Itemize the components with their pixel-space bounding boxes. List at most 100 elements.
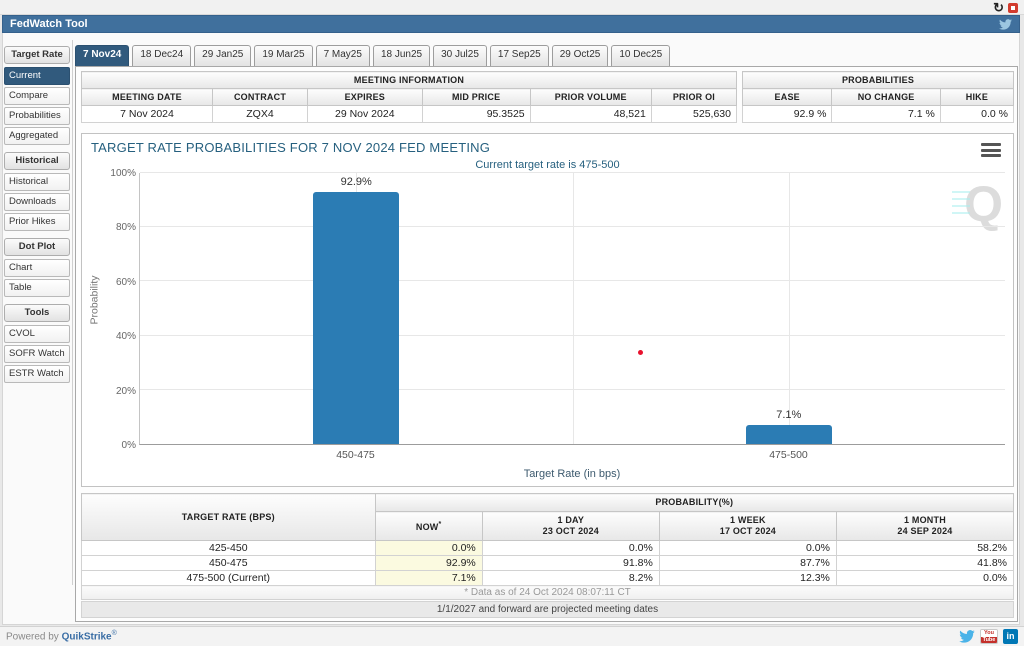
table-group-title-meeting-information: MEETING INFORMATION bbox=[81, 71, 737, 89]
table-group-title-probabilities: PROBABILITIES bbox=[742, 71, 1014, 89]
prob-cell: 8.2% bbox=[481, 570, 660, 586]
column-header-1-week: 1 WEEK 17 OCT 2024 bbox=[658, 511, 837, 541]
chart-subtitle: Current target rate is 475-500 bbox=[475, 159, 620, 171]
sidebar-group-header-tools[interactable]: Tools bbox=[4, 304, 70, 322]
browser-strip: ↻ bbox=[0, 0, 1024, 15]
social-links: You Tube in bbox=[959, 629, 1018, 644]
sidebar-item-chart[interactable]: Chart bbox=[4, 259, 70, 277]
tab-7-may25[interactable]: 7 May25 bbox=[315, 45, 370, 66]
cell-ease: 92.9 % bbox=[741, 105, 833, 123]
tab-30-jul25[interactable]: 30 Jul25 bbox=[433, 45, 487, 66]
sidebar-item-table[interactable]: Table bbox=[4, 279, 70, 297]
cell-mid-price: 95.3525 bbox=[421, 105, 531, 123]
row-header-target-rate: TARGET RATE (BPS) bbox=[81, 493, 376, 541]
prob-cell: 0.0% bbox=[481, 540, 660, 556]
prob-cell: 41.8% bbox=[835, 555, 1015, 571]
data-asof-footnote: * Data as of 24 Oct 2024 08:07:11 CT bbox=[81, 585, 1014, 600]
cell-no-change: 7.1 % bbox=[831, 105, 941, 123]
sidebar-group-header-historical[interactable]: Historical bbox=[4, 152, 70, 170]
column-header-ease: EASE bbox=[741, 88, 833, 106]
bar-value-label: 7.1% bbox=[776, 408, 802, 421]
column-header-expires: EXPIRES bbox=[306, 88, 423, 106]
sidebar-item-estr-watch[interactable]: ESTR Watch bbox=[4, 365, 70, 383]
column-header-1-month: 1 MONTH 24 SEP 2024 bbox=[835, 511, 1015, 541]
twitter-icon[interactable] bbox=[999, 18, 1012, 30]
sidebar-group-header-target-rate[interactable]: Target Rate bbox=[4, 46, 70, 64]
red-badge-icon[interactable] bbox=[1008, 2, 1018, 13]
cell-contract: ZQX4 bbox=[212, 105, 308, 123]
bar-value-label: 92.9% bbox=[340, 176, 372, 189]
sidebar-item-aggregated[interactable]: Aggregated bbox=[4, 127, 70, 145]
prob-cell: 0.0% bbox=[658, 540, 837, 556]
x-axis-title: Target Rate (in bps) bbox=[523, 468, 621, 480]
sidebar-item-current[interactable]: Current bbox=[4, 67, 70, 85]
tab-29-oct25[interactable]: 29 Oct25 bbox=[551, 45, 609, 66]
y-axis-ticks: 0% 20% 40% 60% 80% 100% bbox=[88, 168, 136, 451]
y-tick-label: 20% bbox=[115, 385, 136, 397]
column-header-meeting-date: MEETING DATE bbox=[81, 88, 213, 106]
youtube-icon[interactable]: You Tube bbox=[980, 629, 998, 644]
tab-19-mar25[interactable]: 19 Mar25 bbox=[254, 45, 313, 66]
tab-18-jun25[interactable]: 18 Jun25 bbox=[372, 45, 431, 66]
sidebar-item-historical[interactable]: Historical bbox=[4, 173, 70, 191]
cell-prior-volume: 48,521 bbox=[529, 105, 652, 123]
app-header-bar: FedWatch Tool bbox=[2, 15, 1020, 33]
column-header-contract: CONTRACT bbox=[212, 88, 308, 106]
powered-by-text: Powered by bbox=[6, 631, 59, 643]
cell-expires: 29 Nov 2024 bbox=[306, 105, 423, 123]
cell-meeting-date: 7 Nov 2024 bbox=[81, 105, 213, 123]
column-header-hike: HIKE bbox=[939, 88, 1015, 106]
tab-7-nov24[interactable]: 7 Nov24 bbox=[75, 45, 130, 66]
twitter-footer-icon[interactable] bbox=[959, 630, 975, 643]
prob-cell: 12.3% bbox=[658, 570, 837, 586]
registered-mark: ® bbox=[111, 630, 117, 638]
quikstrike-watermark-icon: Q bbox=[952, 179, 1003, 229]
rate-label: 475-500 (Current) bbox=[81, 570, 376, 586]
x-tick-label-475-500: 475-500 bbox=[769, 449, 808, 461]
table-row-450-475: 450-475 92.9% 91.8% 87.7% 41.8% bbox=[81, 555, 1015, 571]
projected-dates-note: 1/1/2027 and forward are projected meeti… bbox=[81, 601, 1014, 618]
sidebar-divider bbox=[72, 40, 73, 585]
y-tick-label: 80% bbox=[115, 222, 136, 234]
sidebar-item-sofr-watch[interactable]: SOFR Watch bbox=[4, 345, 70, 363]
quikstrike-link[interactable]: QuikStrike bbox=[61, 631, 112, 643]
sidebar-item-compare[interactable]: Compare bbox=[4, 87, 70, 105]
prob-cell: 7.1% bbox=[374, 570, 483, 586]
gridline-v bbox=[788, 173, 790, 444]
y-tick-label: 0% bbox=[121, 440, 136, 451]
probabilities-summary-table: PROBABILITIES EASE NO CHANGE HIKE 92.9 % 7.1 … bbox=[741, 71, 1015, 123]
main-panel: MEETING INFORMATION MEETING DATE CONTRACT E… bbox=[75, 66, 1018, 622]
tab-18-dec24[interactable]: 18 Dec24 bbox=[132, 45, 192, 66]
probability-bar-450-475[interactable] bbox=[313, 192, 400, 444]
probability-bar-475-500[interactable] bbox=[745, 424, 832, 444]
x-tick-label-450-475: 450-475 bbox=[336, 449, 375, 461]
refresh-icon[interactable]: ↻ bbox=[993, 0, 1004, 15]
tab-29-jan25[interactable]: 29 Jan25 bbox=[194, 45, 252, 66]
app-title: FedWatch Tool bbox=[10, 18, 88, 30]
sidebar-item-prior-hikes[interactable]: Prior Hikes bbox=[4, 213, 70, 231]
sidebar-item-cvol[interactable]: CVOL bbox=[4, 325, 70, 343]
chart-plot-area: 92.9% 7.1% bbox=[139, 172, 1005, 445]
sidebar-group-header-dot-plot[interactable]: Dot Plot bbox=[4, 238, 70, 256]
rate-label: 425-450 bbox=[81, 540, 376, 556]
column-header-prior-volume: PRIOR VOLUME bbox=[529, 88, 652, 106]
prob-cell: 91.8% bbox=[481, 555, 660, 571]
footer-bar: Powered by QuikStrike® You Tube in bbox=[0, 626, 1024, 646]
table-row-425-450: 425-450 0.0% 0.0% 0.0% 58.2% bbox=[81, 540, 1015, 556]
powered-by: Powered by QuikStrike® bbox=[6, 630, 117, 642]
gridline-v bbox=[572, 173, 574, 444]
prob-cell: 58.2% bbox=[835, 540, 1015, 556]
sidebar-item-downloads[interactable]: Downloads bbox=[4, 193, 70, 211]
linkedin-icon[interactable]: in bbox=[1003, 629, 1018, 644]
y-tick-label: 40% bbox=[115, 331, 136, 343]
sidebar-item-probabilities[interactable]: Probabilities bbox=[4, 107, 70, 125]
gridline-h bbox=[140, 172, 1005, 173]
chart-title: TARGET RATE PROBABILITIES FOR 7 NOV 2024… bbox=[91, 140, 491, 155]
column-header-1-day: 1 DAY 23 OCT 2024 bbox=[481, 511, 660, 541]
chart-menu-icon[interactable] bbox=[981, 143, 1001, 157]
tab-10-dec25[interactable]: 10 Dec25 bbox=[611, 45, 671, 66]
probability-history-table: TARGET RATE (BPS) PROBABILITY(%) NOW* 1 DAY… bbox=[81, 493, 1015, 600]
cell-prior-oi: 525,630 bbox=[650, 105, 738, 123]
tab-17-sep25[interactable]: 17 Sep25 bbox=[489, 45, 549, 66]
prob-cell: 0.0% bbox=[835, 570, 1015, 586]
